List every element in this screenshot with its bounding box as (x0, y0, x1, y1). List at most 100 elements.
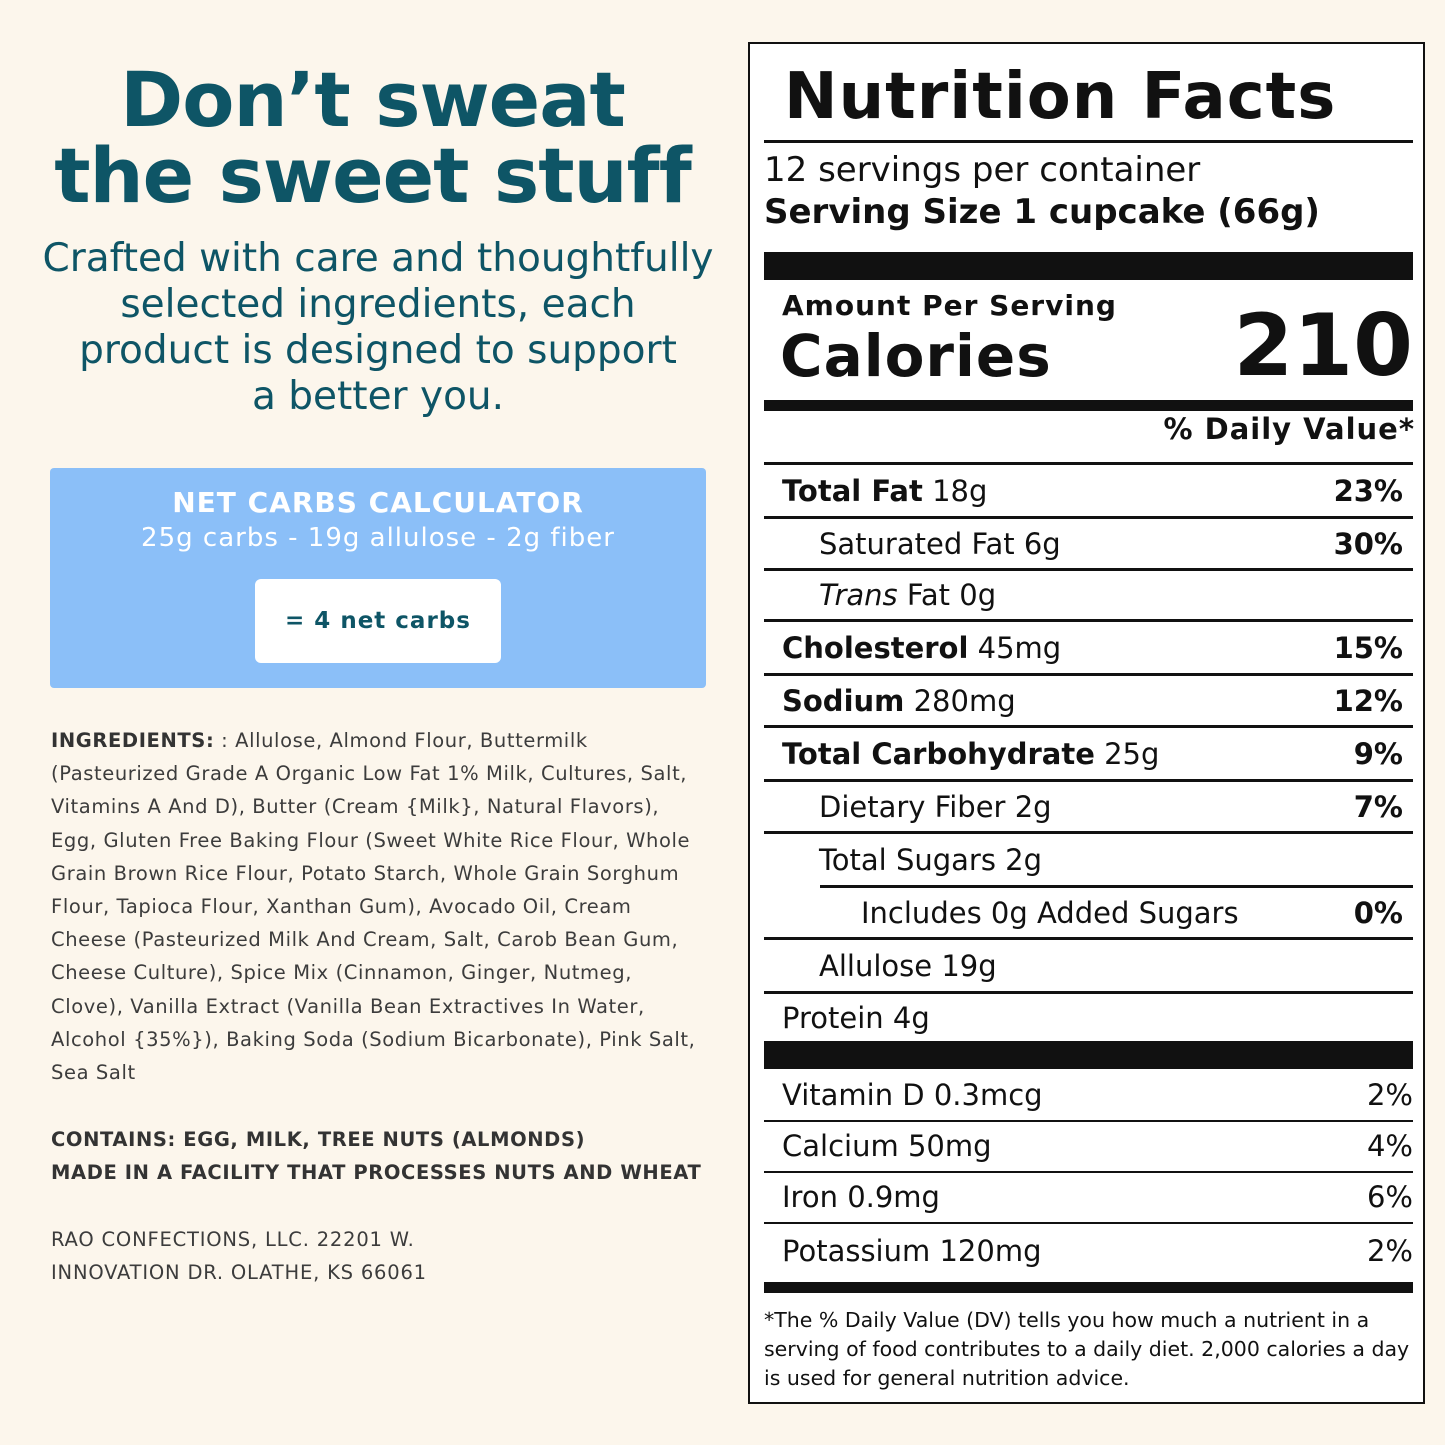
ingredients-label: INGREDIENTS: (51, 729, 215, 752)
footnote: *The % Daily Value (DV) tells you how mu… (764, 1308, 1410, 1390)
vitamin-amount: 0.3mcg (933, 1077, 1043, 1112)
vitamin-row: Calcium 50mg 4% (764, 1120, 1413, 1171)
nutrition-label: Nutrition Facts 12 servings per containe… (748, 42, 1425, 1404)
nutrient-name-group: Cholesterol 45mg (782, 631, 1061, 665)
daily-value: 7% (1353, 789, 1403, 824)
tagline-line: selected ingredients, each (120, 282, 636, 327)
nutrient-amount: 280mg (913, 683, 1016, 718)
nutrient-name-group: Sodium 280mg (782, 684, 1016, 718)
nutrient-row: Total Sugars 2g (764, 834, 1413, 885)
tagline-line: product is designed to support (79, 328, 677, 373)
vitamin-name-group: Potassium 120mg (782, 1234, 1041, 1268)
nutrient-name: Dietary Fiber (819, 789, 1006, 824)
nutrient-row: Saturated Fat 6g 30% (764, 519, 1413, 568)
nutrient-amount: 25g (1104, 736, 1160, 771)
thick-bar (764, 1041, 1413, 1069)
allergens: CONTAINS: EGG, MILK, TREE NUTS (ALMONDS)… (51, 1123, 701, 1189)
rule (764, 937, 1413, 940)
nutrient-name: Cholesterol (782, 630, 969, 665)
calories-label: Calories (780, 322, 1052, 390)
ingredients-text: : Allulose, Almond Flour, Buttermilk (Pa… (51, 729, 696, 1085)
vitamin-name: Vitamin D (782, 1077, 925, 1112)
daily-value: 23% (1333, 473, 1403, 508)
nutrient-name: Total Sugars (819, 842, 996, 877)
rule (764, 779, 1413, 782)
calculator-result: = 4 net carbs (255, 579, 501, 663)
nutrient-row: Trans Fat 0g (764, 571, 1413, 619)
rule (764, 516, 1413, 519)
headline-line: the sweet stuff (54, 131, 692, 220)
rule (764, 1171, 1413, 1173)
nutrient-name-italic: Trans (819, 578, 898, 612)
thick-bar (764, 400, 1413, 411)
nutrient-name-group: Dietary Fiber 2g (819, 790, 1052, 824)
vitamin-daily-value: 2% (1366, 1077, 1413, 1112)
amount-per-serving: Amount Per Serving (782, 289, 1117, 322)
nutrient-row: Protein 4g (764, 994, 1413, 1041)
vitamin-name-group: Calcium 50mg (782, 1129, 992, 1163)
headline-line: Don’t sweat (120, 55, 626, 144)
nutrient-name: Saturated Fat (819, 526, 1015, 561)
vitamin-row: Iron 0.9mg 6% (764, 1171, 1413, 1222)
rule (764, 140, 1413, 143)
tagline-line: Crafted with care and thoughtfully (42, 236, 714, 281)
nutrient-row: Includes 0g Added Sugars 0% (764, 888, 1413, 937)
daily-value-header: % Daily Value* (1163, 412, 1415, 446)
vitamin-amount: 0.9mg (847, 1179, 940, 1214)
rule (764, 619, 1413, 622)
nutrient-amount: 0g (959, 578, 997, 612)
headline: Don’t sweat the sweet stuff (0, 62, 745, 214)
rule (764, 673, 1413, 676)
nutrient-row: Total Fat 18g 23% (764, 465, 1413, 516)
calculator: NET CARBS CALCULATOR 25g carbs - 19g all… (50, 468, 706, 688)
allergen-line: MADE IN A FACILITY THAT PROCESSES NUTS A… (51, 1161, 702, 1184)
daily-value: 12% (1333, 683, 1403, 718)
nutrient-amount: 45mg (977, 630, 1062, 665)
nutrient-name-group: Allulose 19g (819, 949, 997, 983)
address-line: RAO CONFECTIONS, LLC. 22201 W. (51, 1228, 415, 1251)
nutrient-name: Total Fat (782, 473, 923, 508)
nutrient-row: Sodium 280mg 12% (764, 676, 1413, 725)
rule (764, 1222, 1413, 1224)
daily-value: 0% (1353, 895, 1403, 930)
daily-value: 30% (1333, 526, 1403, 561)
vitamin-name: Potassium (782, 1234, 931, 1268)
ingredients: INGREDIENTS: : Allulose, Almond Flour, B… (51, 724, 711, 1089)
nutrient-name-group: Total Carbohydrate 25g (782, 737, 1159, 771)
rule (764, 991, 1413, 994)
nutrient-name: Fat (906, 578, 951, 612)
nutrient-name: Protein (782, 1000, 884, 1035)
serving-size-value: 1 cupcake (66g) (1013, 192, 1320, 232)
nutrient-name-group: Protein 4g (782, 1001, 930, 1035)
nutrient-name-group: Includes 0g Added Sugars (861, 896, 1239, 930)
calories-value: 210 (1233, 296, 1413, 396)
nutrient-name: Sodium (782, 683, 905, 718)
nutrient-amount: 6g (1023, 526, 1061, 561)
rule (764, 568, 1413, 571)
nutrient-amount: 4g (892, 1000, 930, 1035)
calculator-formula: 25g carbs - 19g allulose - 2g fiber (141, 523, 615, 553)
nutrient-row: Dietary Fiber 2g 7% (764, 782, 1413, 831)
tagline: Crafted with care and thoughtfully selec… (0, 236, 756, 420)
vitamin-name-group: Iron 0.9mg (782, 1180, 940, 1214)
rule (764, 462, 1413, 465)
nutrient-name-group: Trans Fat 0g (819, 578, 996, 612)
label-title: Nutrition Facts (784, 60, 1337, 134)
calculator-title: NET CARBS CALCULATOR (172, 486, 584, 519)
daily-value: 9% (1353, 736, 1403, 771)
nutrient-name: Allulose (819, 948, 933, 983)
vitamin-row: Vitamin D 0.3mcg 2% (764, 1069, 1413, 1120)
nutrient-name-group: Saturated Fat 6g (819, 527, 1061, 561)
servings: 12 servings per container (764, 150, 1201, 190)
nutrient-name-group: Total Fat 18g (782, 474, 987, 508)
vitamin-daily-value: 4% (1366, 1128, 1413, 1163)
address-line: INNOVATION DR. OLATHE, KS 66061 (51, 1261, 427, 1284)
nutrient-name-group: Total Sugars 2g (819, 843, 1042, 877)
nutrient-row: Cholesterol 45mg 15% (764, 622, 1413, 673)
rule (764, 725, 1413, 728)
vitamin-amount: 120mg (939, 1234, 1042, 1268)
nutrient-amount: 2g (1005, 842, 1043, 877)
vitamin-name: Calcium (782, 1128, 899, 1163)
